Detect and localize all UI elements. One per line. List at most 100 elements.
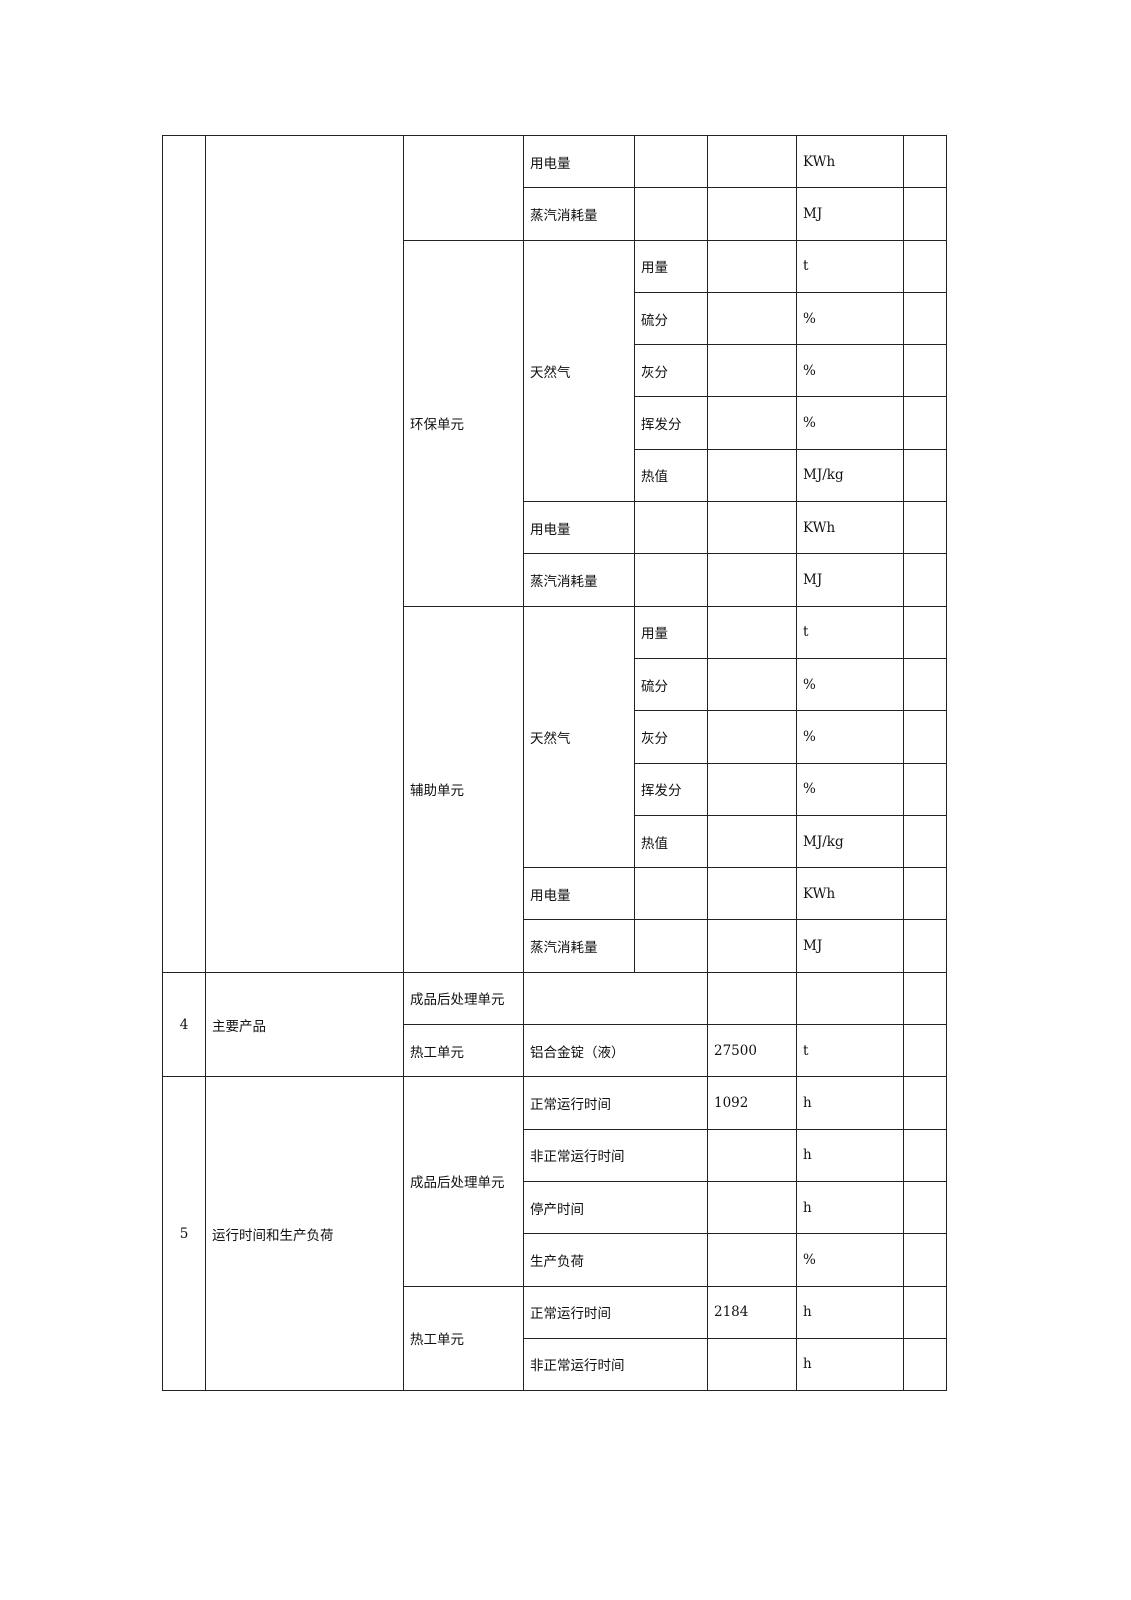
item-name-cell: 蒸汽消耗量 — [523, 187, 635, 241]
unit-cell: % — [796, 657, 904, 712]
remark-cell — [903, 1024, 947, 1078]
item-name-cell: 生产负荷 — [523, 1233, 708, 1287]
no-cell — [162, 135, 206, 973]
value-cell — [707, 971, 797, 1026]
remark-cell — [903, 762, 947, 816]
remark-cell — [903, 919, 947, 973]
remark-cell — [903, 657, 947, 712]
section-number: 5 — [162, 1076, 206, 1392]
table-row: 热工单元 铝合金锭（液） 27500 t — [163, 1024, 947, 1078]
item-name-cell: 用电量 — [523, 867, 635, 921]
value-cell — [707, 919, 797, 973]
empty-cell — [634, 919, 708, 973]
value-cell — [707, 814, 797, 869]
value-cell — [707, 396, 797, 450]
value-cell — [707, 1180, 797, 1235]
unit-cell: KWh — [796, 501, 904, 555]
remark-cell — [903, 396, 947, 450]
value-cell — [707, 710, 797, 764]
value-cell — [707, 605, 797, 659]
item-name-cell: 正常运行时间 — [523, 1285, 708, 1339]
value-cell — [707, 1128, 797, 1182]
item-name-cell — [523, 971, 708, 1026]
value-cell — [707, 344, 797, 398]
remark-cell — [903, 187, 947, 241]
property-cell: 挥发分 — [634, 396, 708, 450]
fuel-name-cell: 天然气 — [523, 239, 635, 503]
property-cell: 用量 — [634, 239, 708, 293]
value-cell — [707, 553, 797, 607]
remark-cell — [903, 134, 947, 189]
property-cell: 灰分 — [634, 344, 708, 398]
item-name-cell: 正常运行时间 — [523, 1076, 708, 1130]
remark-cell — [903, 867, 947, 921]
remark-cell — [903, 501, 947, 555]
unit-cell — [796, 971, 904, 1026]
remark-cell — [903, 1180, 947, 1235]
value-cell — [707, 187, 797, 241]
unit-cell: % — [796, 396, 904, 450]
empty-cell — [634, 187, 708, 241]
remark-cell — [903, 1233, 947, 1287]
item-name-cell: 蒸汽消耗量 — [523, 919, 635, 973]
empty-cell — [634, 553, 708, 607]
unit-cell: MJ/kg — [796, 448, 904, 503]
remark-cell — [903, 448, 947, 503]
table-row: 挥发分% — [163, 396, 947, 450]
table-row: 5 运行时间和生产负荷 成品后处理单元 正常运行时间 1092 h — [162, 1076, 947, 1392]
unit-name-cell: 成品后处理单元 — [403, 971, 524, 1026]
empty-cell — [634, 134, 708, 189]
property-cell: 热值 — [634, 814, 708, 869]
unit-name-cell: 辅助单元 — [403, 605, 524, 973]
item-name-cell: 用电量 — [523, 134, 635, 189]
unit-cell: KWh — [796, 134, 904, 189]
table-row: 热值 MJ/kg — [163, 814, 947, 869]
unit-cell: % — [796, 344, 904, 398]
value-cell — [707, 448, 797, 503]
remark-cell — [903, 1076, 947, 1130]
table-row: 环保单元 天然气 用量 t — [163, 239, 947, 607]
section-number: 4 — [162, 971, 206, 1078]
value-cell — [707, 239, 797, 293]
item-name-cell: 停产时间 — [523, 1180, 708, 1235]
value-cell: 27500 — [707, 1024, 797, 1078]
item-name-cell: 非正常运行时间 — [523, 1337, 708, 1392]
table-row: 用电量 KWh — [163, 867, 947, 921]
data-table: 用电量 KWh 蒸汽消耗量 MJ 环保单元 天然气 用量 t 硫分% 灰分% 挥发分% 热值 MJ/kg… — [162, 134, 947, 1392]
remark-cell — [903, 239, 947, 293]
section-title: 运行时间和生产负荷 — [205, 1076, 404, 1392]
value-cell: 2184 — [707, 1285, 797, 1339]
unit-name-cell: 成品后处理单元 — [403, 1076, 524, 1287]
table-row: 用电量 KWh — [162, 134, 947, 973]
unit-name-cell: 热工单元 — [403, 1024, 524, 1078]
unit-cell: MJ — [796, 553, 904, 607]
item-name-cell: 蒸汽消耗量 — [523, 553, 635, 607]
property-cell: 灰分 — [634, 710, 708, 764]
remark-cell — [903, 605, 947, 659]
table-row: 蒸汽消耗量 MJ — [163, 553, 947, 607]
table-body: 用电量 KWh 蒸汽消耗量 MJ 环保单元 天然气 用量 t 硫分% 灰分% 挥发分% 热值 MJ/kg… — [162, 134, 947, 1392]
value-cell — [707, 1233, 797, 1287]
item-name-cell: 用电量 — [523, 501, 635, 555]
unit-cell: MJ/kg — [796, 814, 904, 869]
table-row: 用电量 KWh — [163, 501, 947, 555]
property-cell: 硫分 — [634, 657, 708, 712]
value-cell — [707, 867, 797, 921]
value-cell — [707, 657, 797, 712]
remark-cell — [903, 710, 947, 764]
remark-cell — [903, 971, 947, 1026]
remark-cell — [903, 1285, 947, 1339]
unit-cell: h — [796, 1180, 904, 1235]
unit-name-cell: 热工单元 — [403, 1285, 524, 1392]
unit-cell: KWh — [796, 867, 904, 921]
value-cell — [707, 134, 797, 189]
table-row: 停产时间 h — [163, 1180, 947, 1235]
unit-cell: t — [796, 1024, 904, 1078]
unit-cell: MJ — [796, 187, 904, 241]
table-row: 4 主要产品 成品后处理单元 — [162, 971, 947, 1078]
remark-cell — [903, 553, 947, 607]
table-row: 辅助单元 天然气 用量 t — [163, 605, 947, 973]
remark-cell — [903, 344, 947, 398]
property-cell: 挥发分 — [634, 762, 708, 816]
unit-cell: h — [796, 1076, 904, 1130]
